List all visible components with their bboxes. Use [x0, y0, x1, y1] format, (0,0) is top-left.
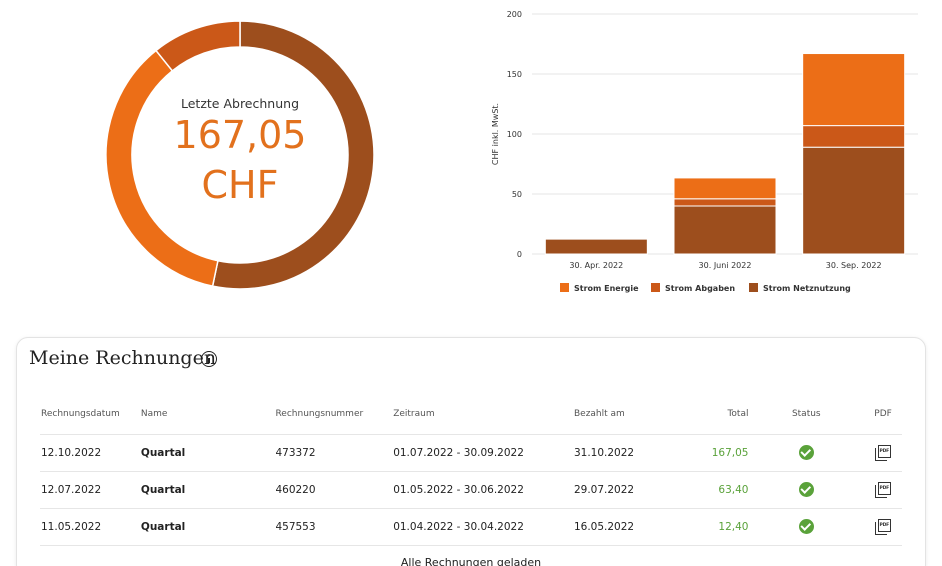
table-row: 12.10.2022 Quartal 473372 01.07.2022 - 3…	[40, 434, 902, 472]
pdf-file-icon[interactable]: PDF	[874, 481, 892, 498]
check-circle-icon	[798, 519, 814, 534]
invoice-name: Quartal	[140, 434, 276, 472]
invoice-status	[748, 434, 865, 472]
legend-swatch	[560, 283, 569, 292]
pdf-file-icon[interactable]: PDF	[874, 444, 892, 461]
invoice-number: 460220	[275, 471, 394, 509]
bar-strom-energie[interactable]	[802, 53, 906, 127]
invoice-status	[748, 471, 865, 509]
donut-center: Letzte Abrechnung 167,05 CHF	[104, 19, 376, 291]
legend-item-strom-energie[interactable]: Strom Energie	[560, 283, 639, 293]
table-row: 12.07.2022 Quartal 460220 01.05.2022 - 3…	[40, 471, 902, 509]
bar-strom-energie[interactable]	[673, 177, 777, 200]
invoice-pdf: PDF	[864, 471, 902, 509]
y-tick-label: 200	[507, 10, 522, 19]
invoices-table: Rechnungsdatum Name Rechnungsnummer Zeit…	[40, 395, 902, 546]
invoice-pdf: PDF	[864, 434, 902, 472]
table-header-row: Rechnungsdatum Name Rechnungsnummer Zeit…	[40, 395, 902, 435]
invoice-number: 473372	[275, 434, 394, 472]
invoice-total: 63,40	[689, 471, 749, 509]
y-tick-label: 150	[507, 70, 522, 79]
last-invoice-donut	[105, 20, 375, 290]
y-axis-label: CHF inkl. MwSt.	[491, 103, 500, 165]
invoice-name: Quartal	[140, 471, 276, 509]
bar-strom-netznutzung[interactable]	[544, 238, 648, 255]
bar-strom-netznutzung[interactable]	[802, 146, 906, 255]
all-invoices-loaded-text: Alle Rechnungen geladen	[400, 556, 542, 566]
invoice-name: Quartal	[140, 508, 276, 546]
invoice-pdf: PDF	[864, 508, 902, 546]
table-row: 11.05.2022 Quartal 457553 01.04.2022 - 3…	[40, 508, 902, 546]
invoice-total: 167,05	[689, 434, 749, 472]
legend-item-strom-netznutzung[interactable]: Strom Netznutzung	[749, 283, 851, 293]
x-tick-label: 30. Apr. 2022	[569, 261, 623, 270]
x-tick-label: 30. Juni 2022	[699, 261, 752, 270]
bar-strom-netznutzung[interactable]	[673, 205, 777, 255]
legend-swatch	[749, 283, 758, 292]
invoice-date: 11.05.2022	[40, 508, 141, 546]
legend-label: Strom Netznutzung	[763, 284, 851, 293]
column-header-rechnungsdatum: Rechnungsdatum	[40, 395, 141, 435]
info-icon[interactable]	[201, 351, 217, 367]
y-tick-label: 100	[507, 130, 522, 139]
invoice-number: 457553	[275, 508, 394, 546]
invoice-history-chart: 0 50 100 150 200 CHF inkl. MwSt. 30. Apr. 20…	[491, 10, 918, 293]
last-invoice-currency: CHF	[201, 163, 279, 207]
legend-label: Strom Energie	[574, 284, 639, 293]
column-header-rechnungsnummer: Rechnungsnummer	[275, 395, 394, 435]
legend-item-strom-abgaben[interactable]: Strom Abgaben	[651, 283, 735, 293]
check-circle-icon	[798, 445, 814, 460]
y-tick-label: 50	[512, 190, 522, 199]
legend-label: Strom Abgaben	[665, 284, 735, 293]
invoices-card: Meine Rechnungen Rechnungsdatum Name Rec…	[16, 337, 926, 566]
invoice-paid-date: 31.10.2022	[573, 434, 690, 472]
pdf-file-icon[interactable]: PDF	[874, 518, 892, 535]
column-header-bezahlt-am: Bezahlt am	[573, 395, 690, 435]
bar-strom-abgaben[interactable]	[802, 125, 906, 148]
donut-segment-netznutzung	[211, 20, 375, 290]
invoice-date: 12.07.2022	[40, 471, 141, 509]
invoice-status	[748, 508, 865, 546]
column-header-zeitraum: Zeitraum	[393, 395, 574, 435]
invoice-period: 01.04.2022 - 30.04.2022	[393, 508, 574, 546]
x-tick-label: 30. Sep. 2022	[826, 261, 882, 270]
invoice-period: 01.07.2022 - 30.09.2022	[393, 434, 574, 472]
last-invoice-label: Letzte Abrechnung	[181, 96, 299, 111]
column-header-total: Total	[689, 395, 749, 435]
column-header-name: Name	[140, 395, 276, 435]
column-header-status: Status	[748, 395, 865, 435]
bar-strom-abgaben[interactable]	[673, 198, 777, 207]
invoice-period: 01.05.2022 - 30.06.2022	[393, 471, 574, 509]
column-header-pdf: PDF	[864, 395, 902, 435]
y-tick-label: 0	[517, 250, 522, 259]
invoice-paid-date: 29.07.2022	[573, 471, 690, 509]
last-invoice-amount: 167,05	[173, 113, 307, 157]
invoice-date: 12.10.2022	[40, 434, 141, 472]
check-circle-icon	[798, 482, 814, 497]
donut-segment-abgaben	[154, 20, 241, 72]
legend-swatch	[651, 283, 660, 292]
invoice-paid-date: 16.05.2022	[573, 508, 690, 546]
invoices-title: Meine Rechnungen	[29, 347, 217, 369]
invoice-total: 12,40	[689, 508, 749, 546]
